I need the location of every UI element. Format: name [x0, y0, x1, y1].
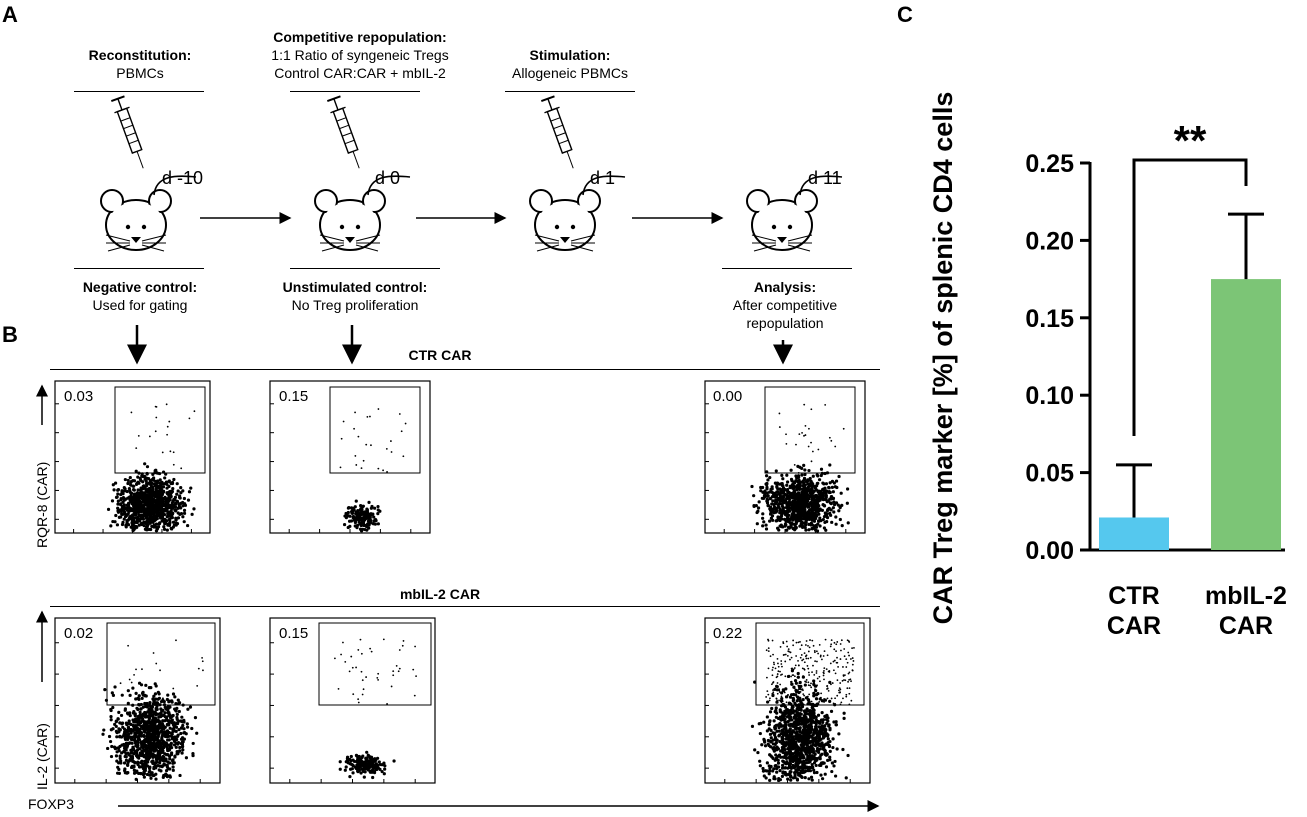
divider [505, 91, 635, 92]
y-tick-label: 0.20 [1025, 227, 1074, 255]
step-2-header: Competitive repopulation: 1:1 Ratio of s… [240, 28, 480, 82]
step-4-footer: Analysis: After competitive repopulation [700, 278, 870, 332]
plot-frame [269, 617, 436, 784]
step-below-line: No Treg proliferation [291, 297, 419, 313]
gate-box [106, 622, 216, 706]
step-line: Control CAR:CAR + mbIL-2 [274, 65, 446, 81]
step-title: Competitive repopulation: [273, 29, 447, 45]
step-1-footer: Negative control: Used for gating [50, 278, 230, 314]
step-below-title: Unstimulated control: [282, 279, 428, 295]
event-cloud [750, 463, 850, 533]
step-below-line: After competitive [732, 297, 838, 313]
step-below-line: Used for gating [92, 297, 188, 313]
step-below-line: repopulation [746, 315, 824, 331]
panel-letter-b: B [2, 322, 18, 347]
gate-box [329, 386, 421, 474]
flow-row-title: mbIL-2 CAR [399, 586, 481, 602]
gate-value: 0.03 [64, 388, 94, 405]
significance-bracket [1132, 158, 1248, 436]
flow-row-title: CTR CAR [408, 347, 472, 363]
step-title: Reconstitution: [88, 47, 192, 63]
step-3-header: Stimulation: Allogeneic PBMCs [490, 46, 650, 82]
event-cloud [750, 669, 850, 783]
y-tick-label: 0.05 [1025, 460, 1074, 488]
timeline-drawing [100, 94, 843, 365]
dot-plot [704, 380, 866, 534]
gated-events [765, 638, 855, 706]
gate-value: 0.15 [279, 625, 309, 642]
bar [1211, 279, 1281, 550]
gate-value: 0.22 [713, 625, 743, 642]
gated-events [339, 408, 407, 473]
y-tick-label: 0.25 [1025, 150, 1074, 178]
y-tick-label: 0.15 [1025, 305, 1074, 333]
divider [50, 369, 880, 370]
event-cloud [338, 750, 396, 780]
panel-letter-c: C [897, 2, 913, 27]
panel-letter-a: A [2, 2, 18, 27]
step-title: Stimulation: [529, 47, 611, 63]
gated-events [119, 639, 204, 705]
gate-box [318, 622, 432, 706]
x-tick-label: CTR [1108, 582, 1159, 610]
event-cloud [106, 462, 196, 533]
gate-value: 0.00 [713, 388, 743, 405]
step-below-title: Analysis: [753, 279, 817, 295]
gate-box [755, 622, 865, 706]
dot-plot [269, 380, 431, 534]
day-label: d 11 [808, 168, 842, 188]
divider [290, 91, 420, 92]
flow-xlabel: FOXP3 [28, 796, 74, 812]
gate-value: 0.02 [64, 625, 94, 642]
x-tick-label: CAR [1107, 612, 1161, 640]
step-line: Allogeneic PBMCs [512, 65, 628, 81]
y-tick-label: 0.00 [1025, 537, 1074, 565]
bar-chart: CAR Treg marker [%] of splenic CD4 cells… [928, 92, 1287, 640]
gate-box [114, 386, 206, 474]
step-1-header: Reconstitution: PBMCs [60, 46, 220, 82]
divider [74, 268, 204, 269]
divider [290, 268, 440, 269]
gated-events [130, 403, 196, 473]
dot-plot [704, 617, 871, 784]
day-label: d 1 [590, 168, 616, 188]
divider [50, 606, 880, 607]
y-tick-label: 0.10 [1025, 382, 1074, 410]
gate-value: 0.15 [279, 388, 309, 405]
gated-events [778, 403, 845, 474]
gated-events [334, 638, 417, 705]
dot-plot [269, 617, 436, 784]
divider [74, 91, 204, 92]
day-label: d -10 [162, 168, 204, 188]
gate-box [764, 386, 856, 474]
divider [722, 268, 852, 269]
dot-plot [54, 380, 211, 534]
y-axis-label: CAR Treg marker [%] of splenic CD4 cells [928, 92, 958, 625]
x-tick-label: mbIL-2 [1205, 582, 1287, 610]
step-below-title: Negative control: [82, 279, 198, 295]
dot-plot [54, 617, 221, 784]
day-label: d 0 [375, 168, 401, 188]
step-line: PBMCs [116, 65, 164, 81]
event-cloud [342, 499, 382, 533]
x-tick-label: CAR [1219, 612, 1273, 640]
step-line: 1:1 Ratio of syngeneic Tregs [271, 47, 449, 63]
step-2-footer: Unstimulated control: No Treg proliferat… [255, 278, 455, 314]
event-cloud [101, 681, 199, 781]
bar [1099, 517, 1169, 550]
significance-label: ** [1174, 117, 1207, 164]
